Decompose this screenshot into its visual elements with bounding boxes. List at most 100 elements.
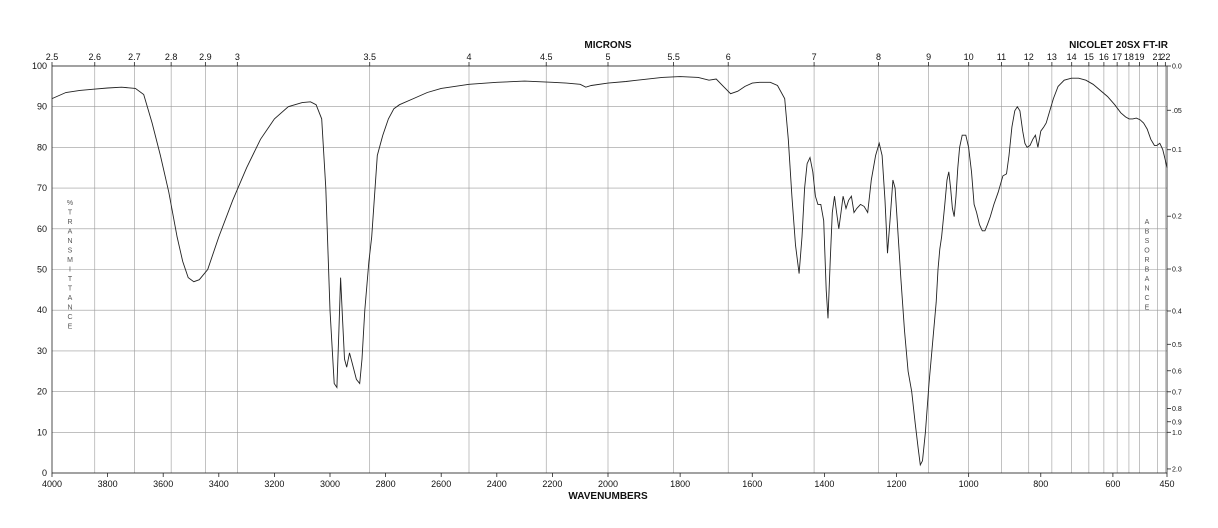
axis-label-char: C [1144,295,1149,302]
spectrum-line [51,76,1168,467]
axis-label-char: C [67,314,72,321]
axis-label-char: E [68,324,73,331]
absorbance-tick-label: 0.9 [1172,419,1182,426]
micron-tick-label: 3.5 [363,52,376,62]
y-tick-label: 30 [37,346,47,356]
wavenumber-tick-labels: 4000 3800 3600 3400 3200 3000 2800 2600 2400 2200… [42,473,1175,489]
micron-tick-label: 11 [997,52,1006,62]
axis-label-char: I [69,267,71,274]
axis-label-char: T [68,286,73,293]
y-tick-label: 80 [37,142,47,152]
micron-tick-label: 2.7 [128,52,141,62]
micron-tick-label: 12 [1024,52,1034,62]
axis-label-char: E [1145,305,1150,312]
spectrum-trace [51,76,1168,467]
absorbance-tick-label: 0.4 [1172,308,1182,315]
micron-tick-label: 14 [1067,52,1077,62]
x-tick-label: 2400 [487,479,507,489]
x-axis-label: WAVENUMBERS [568,491,648,502]
micron-tick-label: 7 [812,52,817,62]
absorbance-tick-label: 0.1 [1172,147,1182,154]
x-tick-label: 600 [1105,479,1120,489]
x-tick-label: 3400 [209,479,229,489]
micron-tick-label: 2.8 [165,52,178,62]
micron-tick-label: 2.6 [89,52,102,62]
y-tick-label: 70 [37,183,47,193]
y-tick-label: 40 [37,305,47,315]
micron-tick-label: 16 [1099,52,1109,62]
x-tick-label: 1400 [814,479,834,489]
plot-frame [51,65,1168,474]
micron-tick-label: 2.9 [199,52,212,62]
axis-label-char: T [68,276,73,283]
micron-tick-label: 8 [876,52,881,62]
micron-tick-label: 9 [926,52,931,62]
micron-tick-label: 15 [1084,52,1094,62]
x-tick-label: 1600 [742,479,762,489]
x-tick-label: 1000 [959,479,979,489]
axis-label-char: N [67,305,72,312]
micron-tick-label: 22 [1160,52,1170,62]
x-tick-label: 2600 [431,479,451,489]
micron-tick-label: 3 [235,52,240,62]
absorbance-tick-label: 2.0 [1172,466,1182,473]
y-tick-label: 60 [37,224,47,234]
micron-tick-label: 5.5 [667,52,680,62]
absorbance-tick-label: 1.0 [1172,430,1182,437]
absorbance-tick-label: .05 [1172,108,1182,115]
axis-label-char: B [1145,229,1150,236]
micron-tick-label: 17 [1112,52,1122,62]
absorbance-tick-label: 0.3 [1172,267,1182,274]
axis-label-char: N [67,238,72,245]
absorbance-tick-label: 0.2 [1172,214,1182,221]
micron-tick-label: 4 [466,52,471,62]
axis-label-char: R [1144,257,1149,264]
x-tick-label: 3200 [264,479,284,489]
absorbance-tick-label: 0.8 [1172,406,1182,413]
axis-label-char: R [67,219,72,226]
x-tick-label: 3800 [98,479,118,489]
axis-label-char: T [68,210,73,217]
axis-label-char: B [1145,267,1150,274]
x-tick-label: 2800 [376,479,396,489]
absorbance-tick-labels: 0.0 .05 0.1 0.2 0.3 0.4 0.5 0.6 0.7 0.8 0.9 1.0 2.0 [1167,64,1182,473]
micron-tick-label: 6 [726,52,731,62]
y-tick-label: 50 [37,265,47,275]
micron-tick-label: 10 [964,52,974,62]
top-axis-label: MICRONS [584,40,632,51]
chart-title: NICOLET 20SX FT-IR [1069,40,1169,51]
micron-tick-label: 5 [605,52,610,62]
axis-label-char: M [67,257,73,264]
x-tick-label: 3000 [320,479,340,489]
axis-label-char: S [1145,238,1150,245]
axis-label-char: A [1145,219,1150,226]
y-tick-label: 90 [37,102,47,112]
micron-tick-label: 18 [1124,52,1134,62]
axis-label-char: S [68,248,73,255]
gridlines [52,65,1167,474]
axis-label-char: % [67,200,73,207]
micron-tick-label: 21 [1153,52,1163,62]
x-tick-label: 4000 [42,479,62,489]
x-tick-label: 2000 [598,479,618,489]
axis-label-char: A [1145,276,1150,283]
y-tick-label: 10 [37,427,47,437]
absorbance-tick-label: 0.6 [1172,368,1182,375]
y-tick-label: 100 [32,61,47,71]
x-tick-label: 1200 [887,479,907,489]
micron-tick-label: 19 [1134,52,1144,62]
axis-label-char: A [68,295,73,302]
x-tick-label: 1800 [670,479,690,489]
y-tick-label: 20 [37,387,47,397]
axis-label-char: N [1144,286,1149,293]
axis-label-char: O [1144,248,1150,255]
micron-tick-label: 2.5 [46,52,59,62]
micron-tick-label: 4.5 [540,52,553,62]
absorbance-tick-label: 0.0 [1172,64,1182,71]
micron-tick-label: 13 [1047,52,1057,62]
x-tick-label: 450 [1159,479,1174,489]
x-tick-label: 2200 [542,479,562,489]
